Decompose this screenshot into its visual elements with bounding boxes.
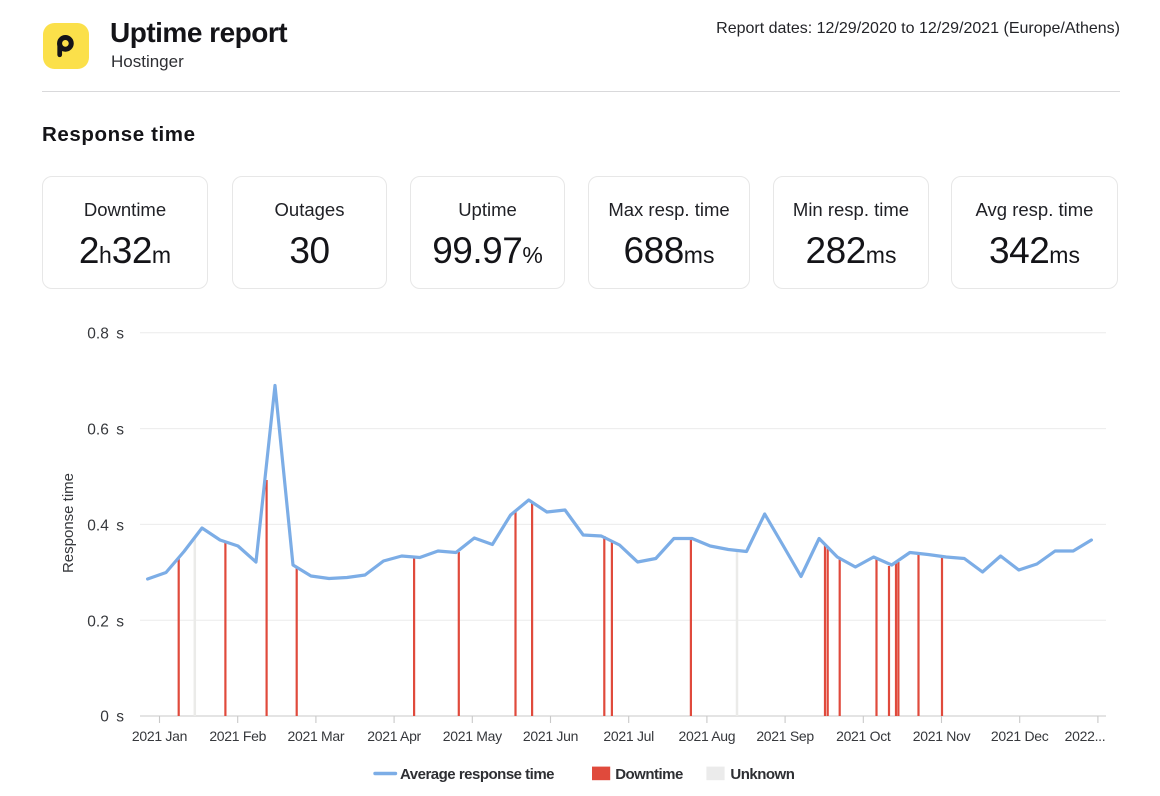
svg-text:0.8 s: 0.8 s [87,326,124,343]
svg-text:2021 Jun: 2021 Jun [523,728,578,744]
svg-text:0.6 s: 0.6 s [87,422,124,439]
svg-text:2021 Nov: 2021 Nov [913,728,971,744]
svg-text:2021 Jan: 2021 Jan [132,728,187,744]
svg-text:2021 Sep: 2021 Sep [756,728,814,744]
svg-text:2021 Feb: 2021 Feb [209,728,266,744]
svg-text:2021 Mar: 2021 Mar [288,728,345,744]
svg-text:Average response time: Average response time [400,766,554,783]
svg-text:0 s: 0 s [100,709,124,726]
svg-text:2021 Jul: 2021 Jul [603,728,654,744]
svg-text:2022...: 2022... [1065,728,1106,744]
svg-text:Downtime: Downtime [615,766,683,783]
svg-text:Response time: Response time [60,473,77,573]
svg-text:0.2 s: 0.2 s [87,614,124,631]
svg-text:2021 May: 2021 May [443,728,502,744]
svg-text:0.4 s: 0.4 s [87,518,124,535]
svg-text:2021 Apr: 2021 Apr [367,728,421,744]
svg-text:2021 Oct: 2021 Oct [836,728,891,744]
svg-text:Unknown: Unknown [730,766,794,783]
svg-text:2021 Aug: 2021 Aug [679,728,736,744]
svg-text:2021 Dec: 2021 Dec [991,728,1049,744]
